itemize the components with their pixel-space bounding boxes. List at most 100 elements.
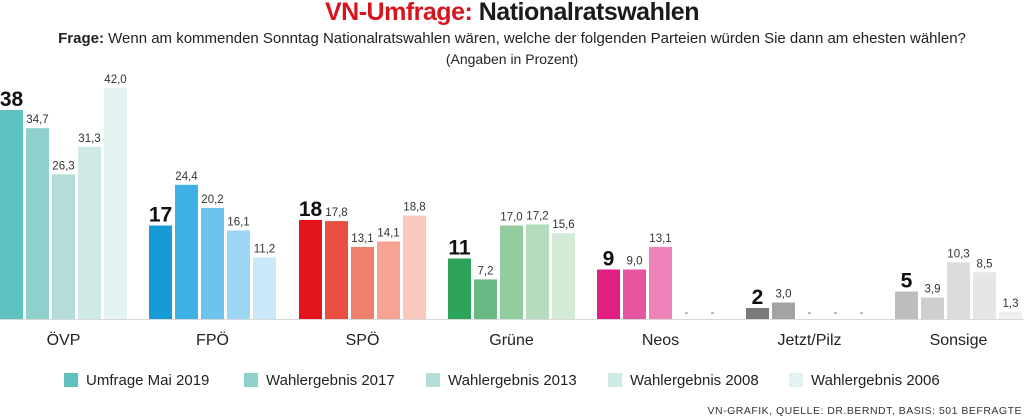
bar-0-2 bbox=[52, 174, 75, 319]
data-label-3-1: 7,2 bbox=[478, 265, 494, 277]
legend-label: Wahlergebnis 2006 bbox=[811, 371, 940, 389]
party-group-6: 5 3,9 10,3 8,5 1,3 bbox=[895, 248, 1022, 319]
data-label-1-2: 20,2 bbox=[201, 194, 223, 206]
title-prefix: VN-Umfrage: bbox=[325, 0, 473, 26]
data-label-5-0: 2 bbox=[752, 286, 764, 309]
party-group-2: 18 17,8 13,1 14,1 18,8 bbox=[299, 198, 426, 319]
legend-swatch bbox=[64, 373, 78, 387]
bar-0-0 bbox=[0, 110, 23, 319]
data-label-6-2: 10,3 bbox=[947, 248, 969, 260]
data-label-6-1: 3,9 bbox=[925, 284, 941, 296]
data-label-1-0: 17 bbox=[149, 204, 172, 227]
bar-0-1 bbox=[26, 128, 49, 319]
data-label-1-3: 16,1 bbox=[227, 216, 249, 228]
legend-item-umfrage-2019: Umfrage Mai 2019 bbox=[64, 369, 209, 391]
data-label-2-4: 18,8 bbox=[403, 202, 425, 214]
bar-5-0 bbox=[746, 308, 769, 319]
question-label: Frage: bbox=[58, 30, 104, 47]
data-label-2-2: 13,1 bbox=[351, 233, 373, 245]
bar-6-0 bbox=[895, 291, 918, 319]
bar-1-1 bbox=[175, 184, 198, 319]
party-group-5: 2 3,0 - - - bbox=[746, 286, 864, 319]
data-label-2-0: 18 bbox=[299, 198, 323, 221]
data-label-0-0: 38 bbox=[0, 88, 23, 111]
data-label-0-1: 34,7 bbox=[26, 114, 48, 126]
legend-label: Umfrage Mai 2019 bbox=[86, 371, 210, 389]
bar-3-4 bbox=[552, 233, 575, 319]
data-label-1-4: 11,2 bbox=[254, 243, 276, 255]
data-label-4-0: 9 bbox=[603, 248, 615, 271]
legend-label: Wahlergebnis 2008 bbox=[630, 371, 759, 389]
bar-2-4 bbox=[403, 215, 426, 319]
title-main: Nationalratswahlen bbox=[478, 0, 700, 26]
bar-4-2 bbox=[649, 246, 672, 319]
data-label-6-0: 5 bbox=[901, 270, 913, 293]
bar-0-3 bbox=[78, 146, 101, 319]
party-group-4: 9 9,0 13,1 - - bbox=[597, 233, 715, 319]
category-label-1: FPÖ bbox=[196, 331, 229, 349]
unit-note: (Angaben in Prozent) bbox=[445, 51, 579, 67]
legend-label: Wahlergebnis 2013 bbox=[448, 371, 577, 389]
party-group-1: 17 24,420,2 16,1 11,2 bbox=[149, 171, 276, 319]
category-label-5: Jetzt/Pilz bbox=[777, 332, 841, 349]
data-label-1-1: 24,4 bbox=[175, 171, 198, 183]
data-label-3-4: 15,6 bbox=[552, 219, 574, 231]
data-label-0-2: 26,3 bbox=[52, 160, 74, 172]
data-label-6-4: 1,3 bbox=[1003, 298, 1019, 310]
data-label-4-4: - bbox=[711, 307, 715, 319]
legend-swatch bbox=[789, 373, 803, 387]
bar-1-0 bbox=[149, 225, 172, 319]
data-label-0-3: 31,3 bbox=[78, 133, 100, 145]
category-label-0: ÖVP bbox=[47, 331, 81, 349]
category-label-2: SPÖ bbox=[346, 331, 380, 349]
category-label-4: Neos bbox=[642, 332, 679, 349]
data-label-4-2: 13,1 bbox=[649, 233, 671, 245]
chart-title: VN-Umfrage: Nationalratswahlen bbox=[0, 0, 1024, 27]
legend-label: Wahlergebnis 2017 bbox=[266, 371, 395, 389]
legend: Umfrage Mai 2019 Wahlergebnis 2017 Wahle… bbox=[0, 369, 1024, 391]
question-line: Frage: Wenn am kommenden Sonntag Nationa… bbox=[0, 30, 1024, 48]
bar-2-2 bbox=[351, 246, 374, 319]
bar-6-1 bbox=[921, 297, 944, 319]
data-label-5-4: - bbox=[860, 307, 864, 319]
legend-swatch bbox=[426, 373, 440, 387]
bar-4-0 bbox=[597, 269, 620, 319]
bar-1-4 bbox=[253, 257, 276, 319]
data-label-3-0: 11 bbox=[448, 237, 471, 260]
data-label-3-2: 17,0 bbox=[500, 212, 522, 224]
data-label-5-3: - bbox=[834, 307, 838, 319]
data-label-5-2: - bbox=[808, 307, 812, 319]
bar-6-4 bbox=[999, 311, 1022, 319]
legend-item-wahl-2013: Wahlergebnis 2013 bbox=[426, 369, 577, 391]
bar-4-1 bbox=[623, 269, 646, 319]
party-group-3: 11 7,2 17,0 17,2 15,6 bbox=[448, 210, 575, 319]
data-label-4-1: 9,0 bbox=[627, 256, 643, 268]
bar-3-0 bbox=[448, 258, 471, 319]
data-label-3-3: 17,2 bbox=[526, 210, 548, 222]
bar-2-1 bbox=[325, 221, 348, 319]
source-note: VN-GRAFIK, QUELLE: DR.BERNDT, BASIS: 501… bbox=[707, 405, 1022, 417]
category-label-6: Sonsige bbox=[930, 332, 988, 349]
data-label-5-1: 3,0 bbox=[776, 289, 792, 301]
bar-0-4 bbox=[104, 88, 127, 319]
category-label-3: Grüne bbox=[489, 332, 534, 349]
bar-6-3 bbox=[973, 272, 996, 319]
bar-3-1 bbox=[474, 279, 497, 319]
bar-1-2 bbox=[201, 207, 224, 319]
legend-item-wahl-2008: Wahlergebnis 2008 bbox=[608, 369, 759, 391]
bar-2-3 bbox=[377, 241, 400, 319]
data-label-2-3: 14,1 bbox=[377, 227, 399, 239]
bar-5-1 bbox=[772, 302, 795, 319]
legend-swatch bbox=[244, 373, 258, 387]
data-label-4-3: - bbox=[685, 307, 689, 319]
legend-swatch bbox=[608, 373, 622, 387]
bar-3-3 bbox=[526, 224, 549, 319]
legend-item-wahl-2017: Wahlergebnis 2017 bbox=[244, 369, 395, 391]
bar-6-2 bbox=[947, 262, 970, 319]
bar-2-0 bbox=[299, 220, 322, 319]
legend-item-wahl-2006: Wahlergebnis 2006 bbox=[789, 369, 940, 391]
data-label-6-3: 8,5 bbox=[977, 258, 993, 270]
data-label-0-4: 42,0 bbox=[104, 74, 126, 86]
